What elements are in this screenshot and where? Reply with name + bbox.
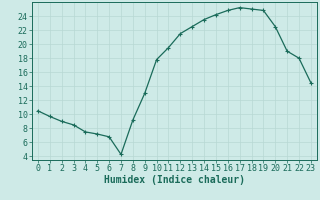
- X-axis label: Humidex (Indice chaleur): Humidex (Indice chaleur): [104, 175, 245, 185]
